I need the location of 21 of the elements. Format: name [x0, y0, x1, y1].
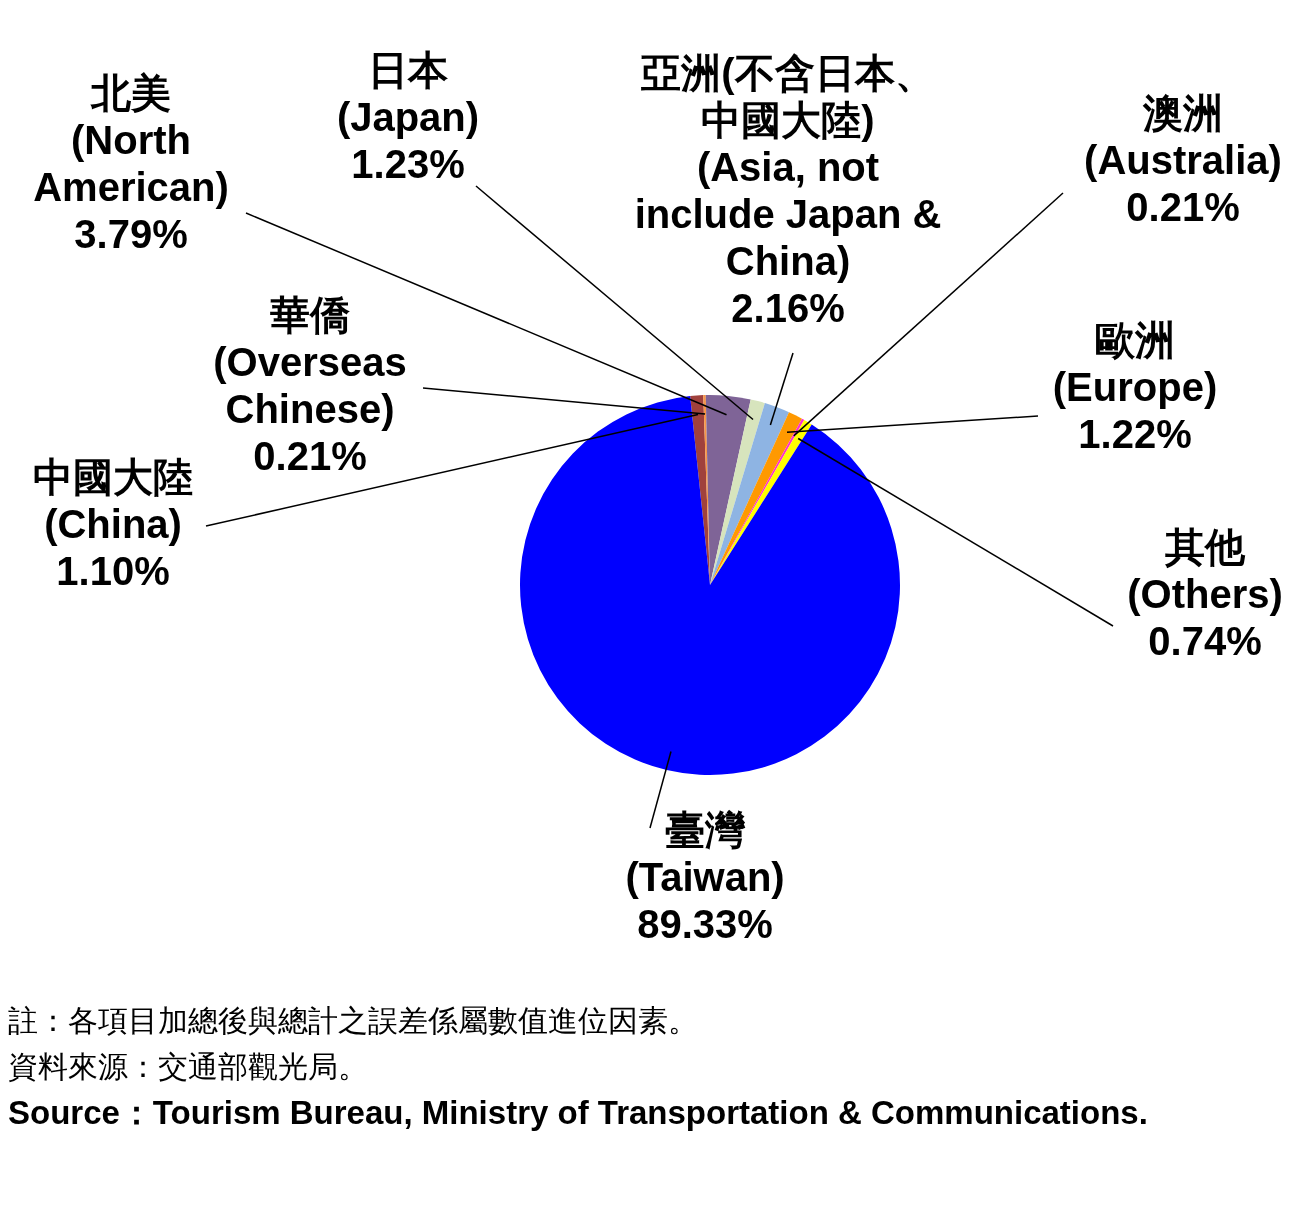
data-label: 1.23% — [351, 142, 465, 187]
data-label: 2.16% — [731, 286, 845, 331]
slice-label: 其他 (Others) — [1127, 525, 1283, 617]
slice-label: 亞洲(不含日本、中國大陸) (Asia, not include Japan & China) — [634, 51, 942, 284]
data-label: 0.74% — [1148, 619, 1262, 664]
source-note: Source：Tourism Bureau, Ministry of Transportation & Communications. — [8, 1093, 1149, 1133]
slice-label: 華僑 (Overseas Chinese) — [213, 293, 407, 432]
slice-label: 北美 (North American) — [33, 71, 229, 210]
data-label: 1.22% — [1078, 412, 1192, 457]
data-label: 0.21% — [253, 434, 367, 479]
data-label: 1.10% — [56, 549, 170, 594]
data-label: 0.21% — [1126, 185, 1240, 230]
data-label: 89.33% — [637, 902, 773, 947]
data-label: 3.79% — [74, 212, 188, 257]
slice-label: 日本 (Japan) — [336, 48, 480, 140]
slice-label: 澳洲 (Australia) — [1084, 91, 1282, 183]
slice-label: 中國大陸 (China) — [33, 455, 193, 547]
text: 註：各項目加總後與總計之誤差係屬數值進位因素。 — [8, 1003, 699, 1039]
slice-label: 臺灣 (Taiwan) — [625, 808, 785, 900]
slice-label: 歐洲 (Europe) — [1052, 318, 1218, 410]
source-note: 資料來源：交通部觀光局。 — [8, 1049, 369, 1085]
